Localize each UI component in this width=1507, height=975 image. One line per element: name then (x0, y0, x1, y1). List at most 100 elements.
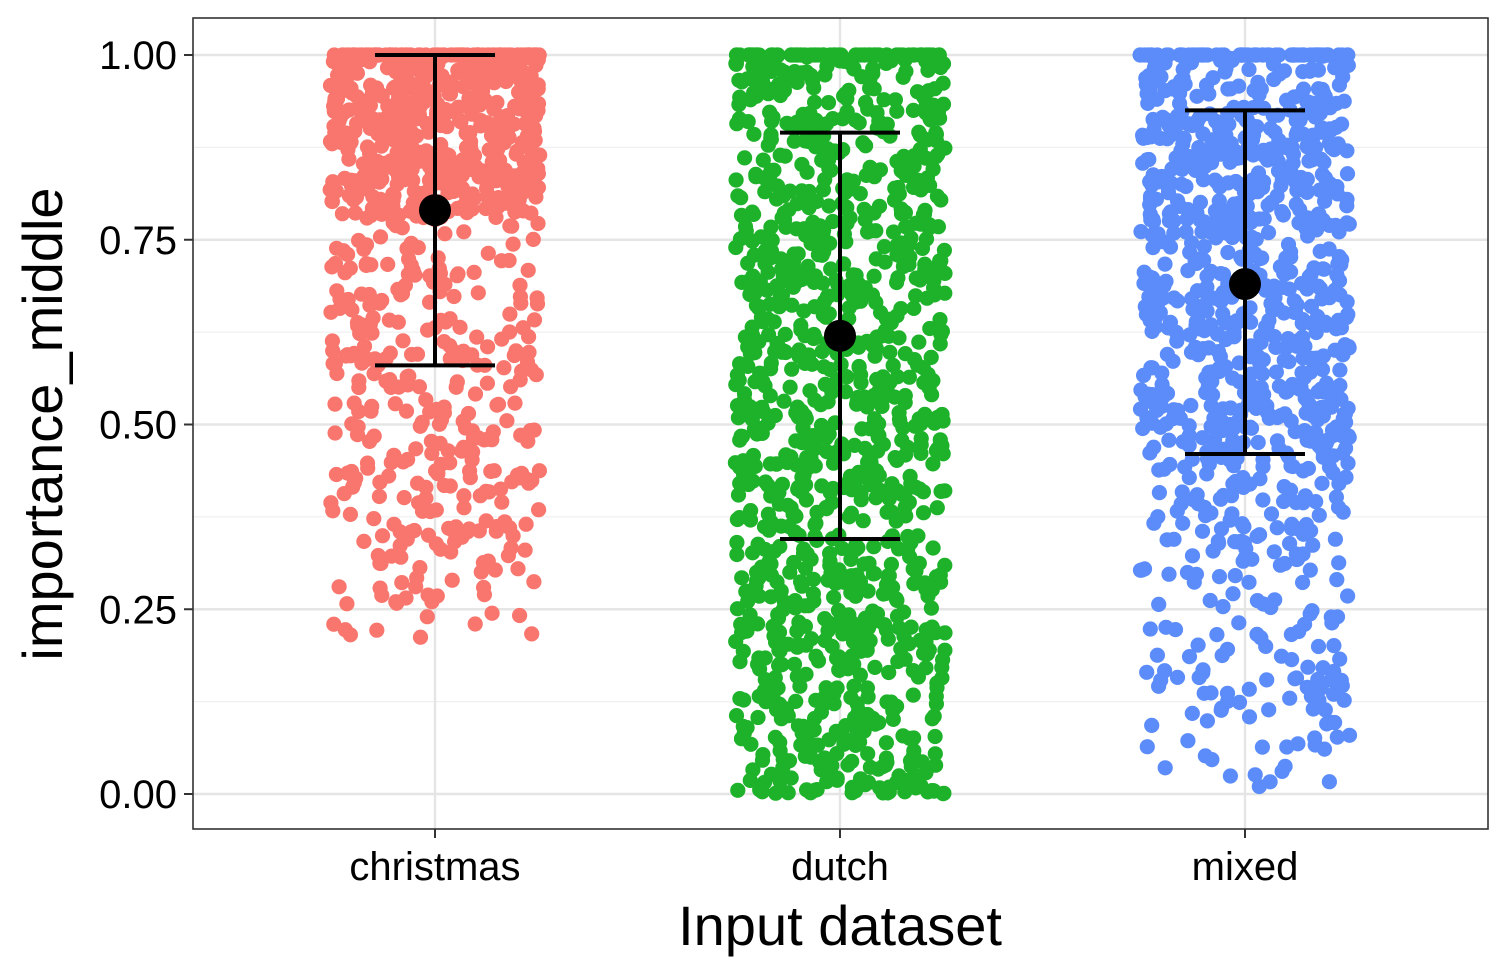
point-mixed (1185, 301, 1201, 317)
point-dutch (829, 680, 845, 696)
point-dutch (839, 215, 855, 231)
point-dutch (797, 748, 813, 764)
point-mixed (1239, 374, 1255, 390)
point-dutch (768, 785, 784, 801)
point-dutch (764, 47, 780, 63)
point-christmas (388, 218, 404, 234)
point-mixed (1199, 268, 1215, 284)
point-mixed (1339, 166, 1356, 182)
point-christmas (456, 488, 472, 504)
point-dutch (769, 574, 785, 590)
point-mixed (1227, 534, 1243, 550)
point-mixed (1199, 279, 1215, 295)
point-dutch (873, 328, 889, 344)
point-mixed (1158, 273, 1174, 289)
point-christmas (323, 304, 339, 320)
point-christmas (445, 169, 461, 185)
point-dutch (762, 388, 778, 404)
point-christmas (467, 386, 484, 402)
point-mixed (1261, 702, 1277, 718)
point-christmas (409, 346, 426, 362)
point-dutch (911, 124, 927, 140)
point-christmas (528, 189, 544, 205)
point-mixed (1258, 319, 1274, 335)
point-mixed (1288, 196, 1304, 212)
point-christmas (411, 147, 427, 163)
point-mixed (1202, 592, 1218, 609)
point-mixed (1234, 516, 1250, 532)
point-christmas (325, 503, 341, 519)
point-christmas (505, 528, 521, 544)
point-mixed (1196, 239, 1212, 255)
point-dutch (771, 658, 787, 674)
point-dutch (931, 47, 947, 63)
point-mixed (1196, 685, 1212, 701)
summary-dutch (780, 130, 900, 542)
point-dutch (871, 198, 888, 214)
point-mixed (1144, 192, 1160, 208)
point-christmas (459, 524, 476, 540)
point-mixed (1253, 81, 1269, 97)
point-dutch (756, 404, 772, 420)
point-dutch (732, 89, 748, 105)
point-dutch (799, 546, 815, 562)
point-mixed (1190, 314, 1206, 330)
point-dutch (848, 542, 864, 558)
point-mixed (1299, 171, 1315, 187)
point-christmas (418, 392, 434, 408)
point-mixed (1231, 694, 1248, 711)
point-mixed (1184, 548, 1201, 564)
point-mixed (1189, 116, 1205, 132)
point-christmas (374, 528, 391, 544)
point-dutch (822, 484, 838, 501)
point-dutch (731, 372, 747, 388)
point-dutch (773, 518, 789, 534)
point-dutch (900, 528, 916, 545)
point-dutch (905, 687, 921, 703)
point-christmas (429, 401, 445, 417)
point-mixed (1259, 672, 1275, 688)
point-christmas (442, 455, 458, 471)
point-dutch (744, 233, 760, 249)
point-dutch (778, 344, 794, 361)
point-dutch (729, 511, 746, 528)
point-christmas (359, 455, 376, 471)
point-dutch (918, 633, 934, 649)
point-christmas (334, 206, 350, 222)
point-dutch (937, 625, 953, 641)
point-dutch (875, 758, 891, 775)
point-mixed (1195, 665, 1211, 681)
point-christmas (437, 226, 453, 242)
point-dutch (805, 571, 822, 587)
point-dutch (932, 336, 948, 352)
point-dutch (881, 784, 897, 800)
point-dutch (862, 80, 878, 96)
point-mixed (1145, 71, 1161, 87)
point-mixed (1339, 47, 1355, 63)
point-mixed (1268, 47, 1284, 63)
point-mixed (1189, 88, 1205, 104)
point-dutch (750, 656, 766, 672)
point-christmas (502, 306, 518, 322)
point-dutch (760, 506, 777, 522)
point-christmas (412, 418, 428, 434)
point-christmas (380, 256, 396, 272)
point-mixed (1169, 669, 1186, 686)
point-dutch (790, 718, 807, 734)
point-christmas (489, 94, 505, 111)
point-dutch (894, 486, 910, 503)
point-mixed (1327, 342, 1343, 358)
point-christmas (327, 255, 343, 272)
point-dutch (909, 84, 926, 100)
point-christmas (410, 475, 426, 491)
point-mixed (1252, 471, 1268, 487)
point-dutch (836, 88, 852, 104)
point-christmas (490, 396, 507, 412)
point-mixed (1267, 124, 1283, 140)
point-dutch (747, 345, 763, 361)
point-christmas (473, 564, 489, 580)
point-mixed (1139, 86, 1155, 102)
point-dutch (750, 64, 766, 80)
point-mixed (1310, 671, 1326, 688)
point-dutch (853, 375, 869, 391)
